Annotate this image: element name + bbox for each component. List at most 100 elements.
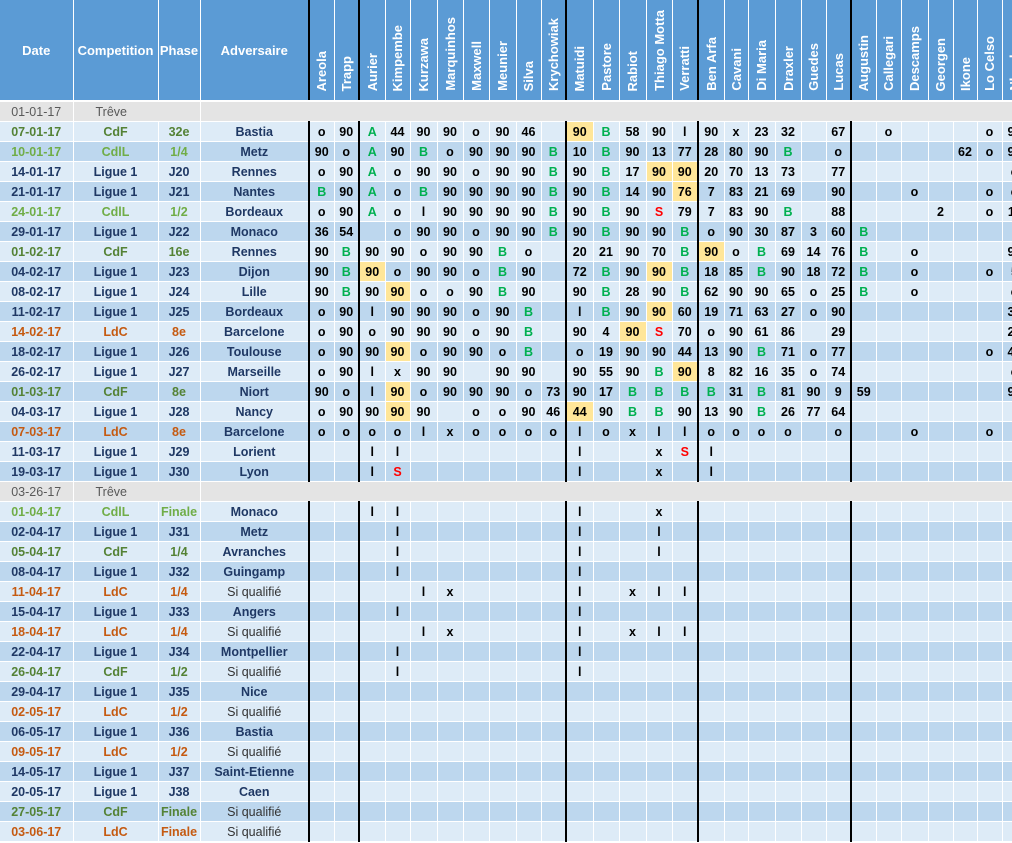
row-date[interactable]: 29-01-17	[0, 221, 74, 242]
player-cell[interactable]: 90	[437, 181, 464, 202]
player-cell[interactable]: 90	[358, 241, 386, 262]
header-player[interactable]: Pastore	[593, 0, 620, 102]
row-date[interactable]: 04-02-17	[0, 261, 74, 282]
player-cell[interactable]	[541, 701, 567, 722]
player-cell[interactable]: o	[801, 301, 827, 322]
player-cell[interactable]: o	[308, 401, 335, 422]
player-cell[interactable]: 44	[385, 121, 411, 142]
player-cell[interactable]	[646, 681, 673, 702]
player-cell[interactable]	[358, 601, 386, 622]
player-cell[interactable]: B	[672, 281, 699, 302]
player-cell[interactable]	[775, 601, 802, 622]
player-cell[interactable]: o	[775, 421, 802, 442]
player-cell[interactable]	[334, 661, 360, 682]
player-cell[interactable]: 90	[516, 221, 542, 242]
player-cell[interactable]: B	[489, 261, 517, 282]
row-competition[interactable]: Ligue 1	[73, 181, 159, 202]
player-cell[interactable]: 90	[619, 301, 647, 322]
player-cell[interactable]: l	[385, 661, 411, 682]
player-cell[interactable]	[775, 701, 802, 722]
player-cell[interactable]	[1002, 801, 1012, 822]
player-cell[interactable]: 62	[953, 141, 978, 162]
player-cell[interactable]: B	[410, 181, 438, 202]
player-cell[interactable]: S	[646, 201, 673, 222]
player-cell[interactable]	[928, 641, 954, 662]
player-cell[interactable]	[593, 741, 620, 762]
player-cell[interactable]: x	[646, 501, 673, 522]
row-phase[interactable]: 8e	[158, 321, 201, 342]
row-phase[interactable]: J38	[158, 781, 201, 802]
player-cell[interactable]: o	[463, 221, 490, 242]
player-cell[interactable]	[593, 541, 620, 562]
player-cell[interactable]: 77	[801, 401, 827, 422]
player-cell[interactable]	[646, 641, 673, 662]
player-cell[interactable]	[697, 821, 725, 842]
player-cell[interactable]: 44	[672, 341, 699, 362]
player-cell[interactable]	[334, 561, 360, 582]
player-cell[interactable]	[358, 721, 386, 742]
player-cell[interactable]: 90	[565, 321, 594, 342]
player-cell[interactable]	[358, 761, 386, 782]
player-cell[interactable]	[541, 761, 567, 782]
player-cell[interactable]: 90	[697, 241, 725, 262]
player-cell[interactable]: B	[541, 201, 567, 222]
player-cell[interactable]	[928, 741, 954, 762]
row-phase[interactable]: J24	[158, 281, 201, 302]
player-cell[interactable]	[1002, 701, 1012, 722]
player-cell[interactable]	[724, 801, 749, 822]
player-cell[interactable]: x	[385, 361, 411, 382]
player-cell[interactable]	[724, 561, 749, 582]
player-cell[interactable]: B	[593, 121, 620, 142]
player-cell[interactable]	[541, 281, 567, 302]
player-cell[interactable]	[334, 741, 360, 762]
row-date[interactable]: 11-03-17	[0, 441, 74, 462]
player-cell[interactable]: 90	[565, 361, 594, 382]
row-phase[interactable]: J36	[158, 721, 201, 742]
player-cell[interactable]	[748, 461, 776, 482]
player-cell[interactable]	[516, 601, 542, 622]
player-cell[interactable]	[672, 461, 699, 482]
player-cell[interactable]	[953, 541, 978, 562]
player-cell[interactable]: 90	[516, 181, 542, 202]
player-cell[interactable]	[928, 381, 954, 402]
player-cell[interactable]	[826, 801, 852, 822]
player-cell[interactable]	[646, 741, 673, 762]
player-cell[interactable]	[463, 501, 490, 522]
player-cell[interactable]	[876, 181, 902, 202]
row-date[interactable]: 02-05-17	[0, 701, 74, 722]
player-cell[interactable]	[850, 521, 877, 542]
player-cell[interactable]: 10	[565, 141, 594, 162]
player-cell[interactable]	[928, 621, 954, 642]
player-cell[interactable]: 70	[672, 321, 699, 342]
player-cell[interactable]: 90	[334, 341, 360, 362]
player-cell[interactable]	[358, 641, 386, 662]
player-cell[interactable]	[516, 721, 542, 742]
player-cell[interactable]	[928, 661, 954, 682]
player-cell[interactable]	[876, 541, 902, 562]
player-cell[interactable]: 90	[437, 321, 464, 342]
player-cell[interactable]: 72	[565, 261, 594, 282]
player-cell[interactable]	[646, 561, 673, 582]
player-cell[interactable]	[977, 441, 1003, 462]
row-competition[interactable]: LdC	[73, 741, 159, 762]
row-competition[interactable]: CdF	[73, 801, 159, 822]
player-cell[interactable]: o	[801, 361, 827, 382]
row-opponent[interactable]: Bordeaux	[200, 201, 310, 222]
row-date[interactable]: 08-02-17	[0, 281, 74, 302]
player-cell[interactable]: 61	[748, 321, 776, 342]
player-cell[interactable]: 90	[385, 401, 411, 422]
row-opponent[interactable]: Metz	[200, 141, 310, 162]
player-cell[interactable]: o	[516, 241, 542, 262]
player-cell[interactable]	[541, 601, 567, 622]
player-cell[interactable]	[593, 521, 620, 542]
player-cell[interactable]	[1002, 541, 1012, 562]
player-cell[interactable]	[953, 781, 978, 802]
player-cell[interactable]: 90	[410, 401, 438, 422]
player-cell[interactable]: 90	[672, 161, 699, 182]
player-cell[interactable]: o	[410, 381, 438, 402]
player-cell[interactable]	[516, 441, 542, 462]
player-cell[interactable]	[410, 681, 438, 702]
player-cell[interactable]	[619, 501, 647, 522]
player-cell[interactable]: 90	[565, 121, 594, 142]
player-cell[interactable]: 90	[516, 361, 542, 382]
